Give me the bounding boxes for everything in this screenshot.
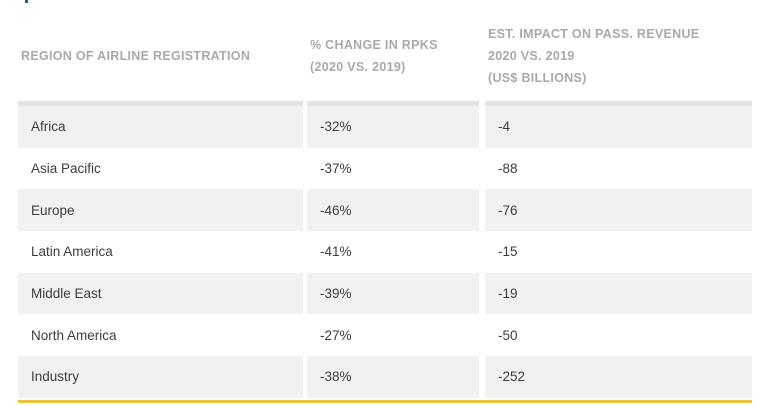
table-row: Africa -32% -4 <box>18 106 752 148</box>
header-region-line: REGION OF AIRLINE REGISTRATION <box>21 49 251 63</box>
header-rpks-line-2: (2020 VS. 2019) <box>310 60 406 74</box>
cell-rpks-change: -38% <box>307 356 479 398</box>
cell-revenue-impact: -252 <box>485 356 752 398</box>
cell-region: North America <box>18 314 303 357</box>
cell-region: Latin America <box>18 231 303 273</box>
cell-revenue-impact: -15 <box>485 231 752 273</box>
cell-revenue-impact: -4 <box>485 106 752 148</box>
table-row: Latin America -41% -15 <box>18 231 752 273</box>
cell-rpks-change: -46% <box>307 189 479 232</box>
top-strip-segment <box>307 101 479 106</box>
table-rows: Africa -32% -4 Asia Pacific -37% -88 Eur… <box>18 106 752 398</box>
cell-region: Africa <box>18 106 303 148</box>
cell-rpks-change: -32% <box>307 106 479 148</box>
table-row: Europe -46% -76 <box>18 189 752 232</box>
table-row: Industry -38% -252 <box>18 356 752 398</box>
table-row: Asia Pacific -37% -88 <box>18 147 752 190</box>
clipped-text-fragment <box>25 0 28 3</box>
header-revenue-line-3: (US$ BILLIONS) <box>488 71 587 85</box>
cell-revenue-impact: -50 <box>485 314 752 357</box>
cell-rpks-change: -39% <box>307 272 479 315</box>
table-row: North America -27% -50 <box>18 314 752 357</box>
header-revenue-line-2: 2020 VS. 2019 <box>488 49 575 63</box>
table-row: Middle East -39% -19 <box>18 272 752 315</box>
cell-region: Asia Pacific <box>18 147 303 190</box>
table-body-area: Africa -32% -4 Asia Pacific -37% -88 Eur… <box>18 101 752 398</box>
top-strip-segment <box>18 101 303 106</box>
cell-revenue-impact: -19 <box>485 272 752 315</box>
cell-region: Middle East <box>18 272 303 315</box>
table-top-strip <box>18 101 752 106</box>
table-header: REGION OF AIRLINE REGISTRATION % CHANGE … <box>18 16 752 96</box>
cell-rpks-change: -41% <box>307 231 479 273</box>
header-revenue-impact: EST. IMPACT ON PASS. REVENUE 2020 VS. 20… <box>485 16 752 96</box>
header-region: REGION OF AIRLINE REGISTRATION <box>18 16 303 96</box>
bottom-accent-line <box>18 400 752 403</box>
cell-revenue-impact: -88 <box>485 147 752 190</box>
cell-rpks-change: -37% <box>307 147 479 190</box>
top-strip-segment <box>485 101 752 106</box>
header-rpks-line-1: % CHANGE IN RPKS <box>310 38 438 52</box>
cell-region: Europe <box>18 189 303 232</box>
header-rpks-change: % CHANGE IN RPKS (2020 VS. 2019) <box>307 16 479 96</box>
header-revenue-line-1: EST. IMPACT ON PASS. REVENUE <box>488 27 700 41</box>
cell-revenue-impact: -76 <box>485 189 752 232</box>
cell-region: Industry <box>18 356 303 398</box>
cell-rpks-change: -27% <box>307 314 479 357</box>
